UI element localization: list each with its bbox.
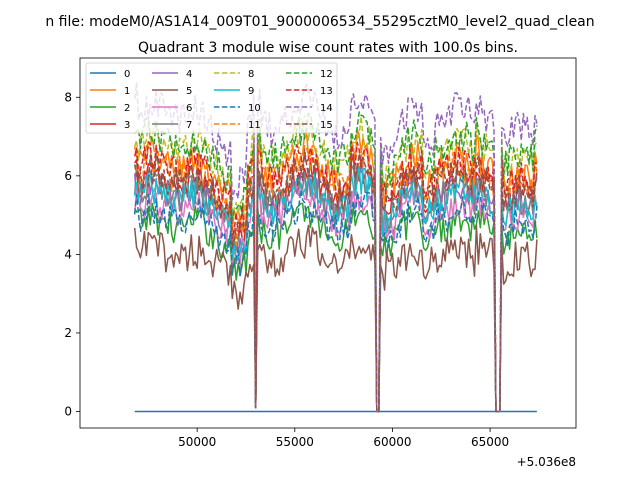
y-tick-label: 8 xyxy=(64,90,72,104)
legend-label-3: 3 xyxy=(124,120,130,131)
x-tick-label: 60000 xyxy=(373,435,411,449)
legend-label-14: 14 xyxy=(320,103,333,114)
y-tick-label: 4 xyxy=(64,247,72,261)
series-line-12 xyxy=(134,111,538,413)
legend-label-8: 8 xyxy=(248,69,254,80)
series-line-8 xyxy=(133,114,538,413)
series-layer xyxy=(133,82,538,413)
x-tick-label: 55000 xyxy=(276,435,314,449)
legend-label-7: 7 xyxy=(186,120,192,131)
series-line-9 xyxy=(133,165,538,413)
legend-label-10: 10 xyxy=(248,103,261,114)
legend-label-9: 9 xyxy=(248,86,254,97)
y-tick-label: 0 xyxy=(64,405,72,419)
figure-suptitle: n file: modeM0/AS1A14_009T01_9000006534_… xyxy=(45,14,594,30)
legend-label-5: 5 xyxy=(186,86,192,97)
series-line-15 xyxy=(133,148,538,413)
legend-label-15: 15 xyxy=(320,120,333,131)
x-offset-label: +5.036e8 xyxy=(517,455,576,469)
plot-frame xyxy=(79,57,577,429)
legend-label-6: 6 xyxy=(186,103,192,114)
series-line-10 xyxy=(133,189,538,413)
legend-label-2: 2 xyxy=(124,103,130,114)
y-axis: 0 2 4 6 8 xyxy=(64,90,80,419)
legend-label-1: 1 xyxy=(124,86,130,97)
legend-label-12: 12 xyxy=(320,69,333,80)
legend-label-4: 4 xyxy=(186,69,192,80)
y-tick-label: 6 xyxy=(64,169,72,183)
x-axis: 50000 55000 60000 65000 xyxy=(178,428,509,449)
x-tick-label: 50000 xyxy=(178,435,216,449)
legend-label-13: 13 xyxy=(320,86,333,97)
legend-label-0: 0 xyxy=(124,69,130,80)
legend-box xyxy=(85,62,338,134)
series-line-5 xyxy=(133,224,538,413)
x-tick-label: 65000 xyxy=(471,435,509,449)
y-tick-label: 2 xyxy=(64,326,72,340)
chart-title: Quadrant 3 module wise count rates with … xyxy=(138,40,518,56)
series-line-13 xyxy=(133,140,538,413)
series-line-1 xyxy=(133,128,538,413)
legend-label-11: 11 xyxy=(248,120,261,131)
